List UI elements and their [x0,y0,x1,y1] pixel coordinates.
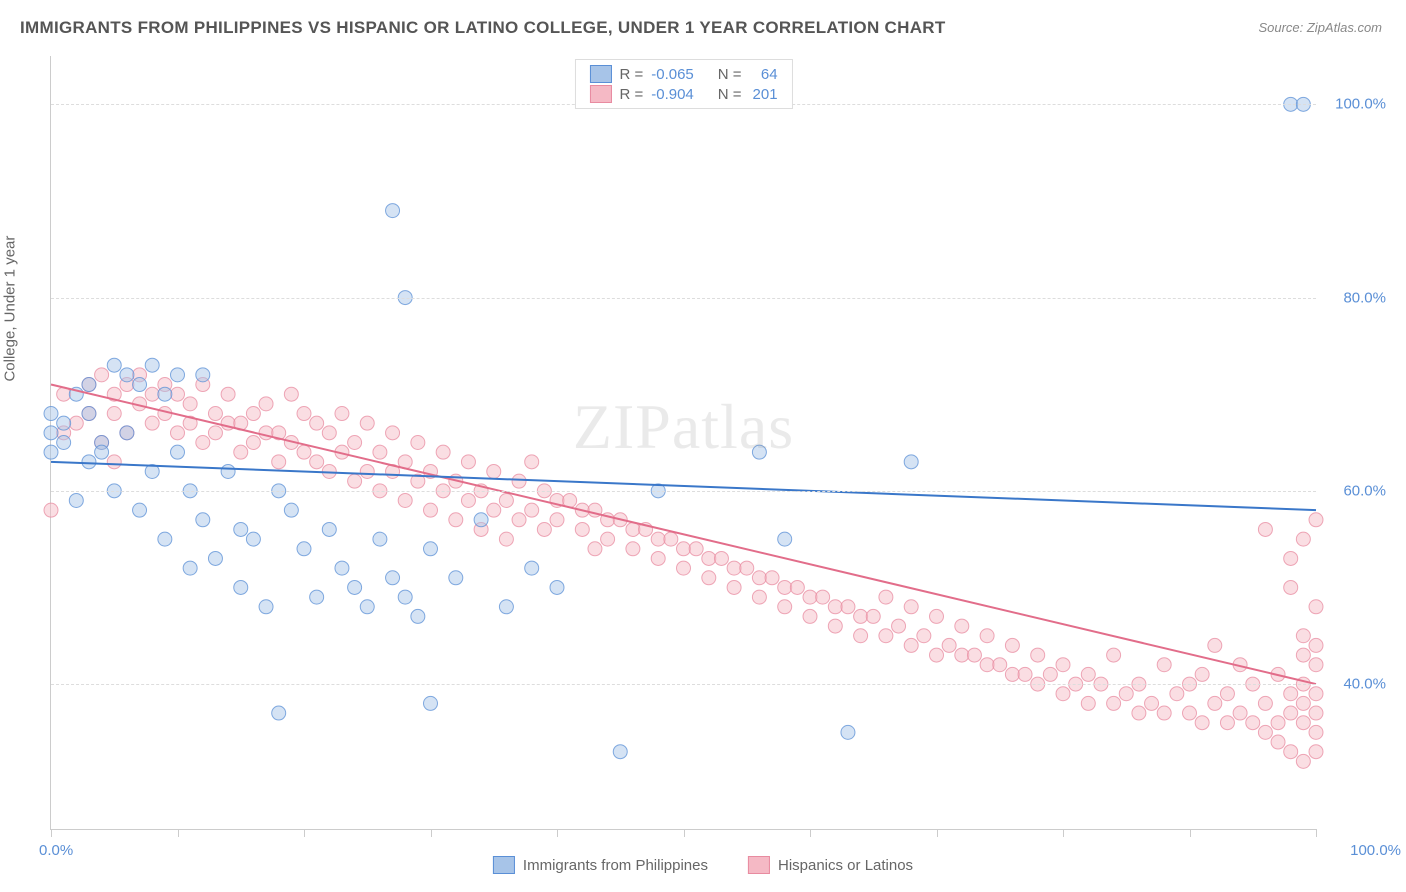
legend-pink-r: -0.904 [651,86,694,103]
y-tick-label: 60.0% [1343,482,1386,499]
y-tick-label: 40.0% [1343,676,1386,693]
legend-n-label: N = [718,66,742,83]
legend-pink-n: 201 [750,86,778,103]
correlation-legend: R = -0.065 N = 64 R = -0.904 N = 201 [574,59,792,109]
legend-r-label-2: R = [619,86,643,103]
legend-r-label: R = [619,66,643,83]
legend-blue-r: -0.065 [651,66,694,83]
y-tick-label: 80.0% [1343,289,1386,306]
legend-pink-label: Hispanics or Latinos [778,857,913,874]
source-attribution: Source: ZipAtlas.com [1258,20,1382,35]
scatter-svg [51,56,1316,829]
legend-item-blue: Immigrants from Philippines [493,856,708,874]
y-tick-label: 100.0% [1335,96,1386,113]
series-legend: Immigrants from Philippines Hispanics or… [493,856,913,874]
x-axis-max-label: 100.0% [1350,842,1401,859]
x-axis-min-label: 0.0% [39,842,73,859]
legend-swatch-pink-2 [748,856,770,874]
legend-item-pink: Hispanics or Latinos [748,856,913,874]
legend-blue-label: Immigrants from Philippines [523,857,708,874]
legend-swatch-blue [589,65,611,83]
legend-row-blue: R = -0.065 N = 64 [589,64,777,84]
legend-n-label-2: N = [718,86,742,103]
legend-swatch-blue-2 [493,856,515,874]
chart-container: IMMIGRANTS FROM PHILIPPINES VS HISPANIC … [0,0,1406,892]
plot-area: ZIPatlas R = -0.065 N = 64 R = -0.904 N … [50,56,1316,830]
chart-title: IMMIGRANTS FROM PHILIPPINES VS HISPANIC … [20,18,946,38]
legend-swatch-pink [589,85,611,103]
y-axis-label: College, Under 1 year [2,236,19,382]
legend-blue-n: 64 [750,66,778,83]
legend-row-pink: R = -0.904 N = 201 [589,84,777,104]
